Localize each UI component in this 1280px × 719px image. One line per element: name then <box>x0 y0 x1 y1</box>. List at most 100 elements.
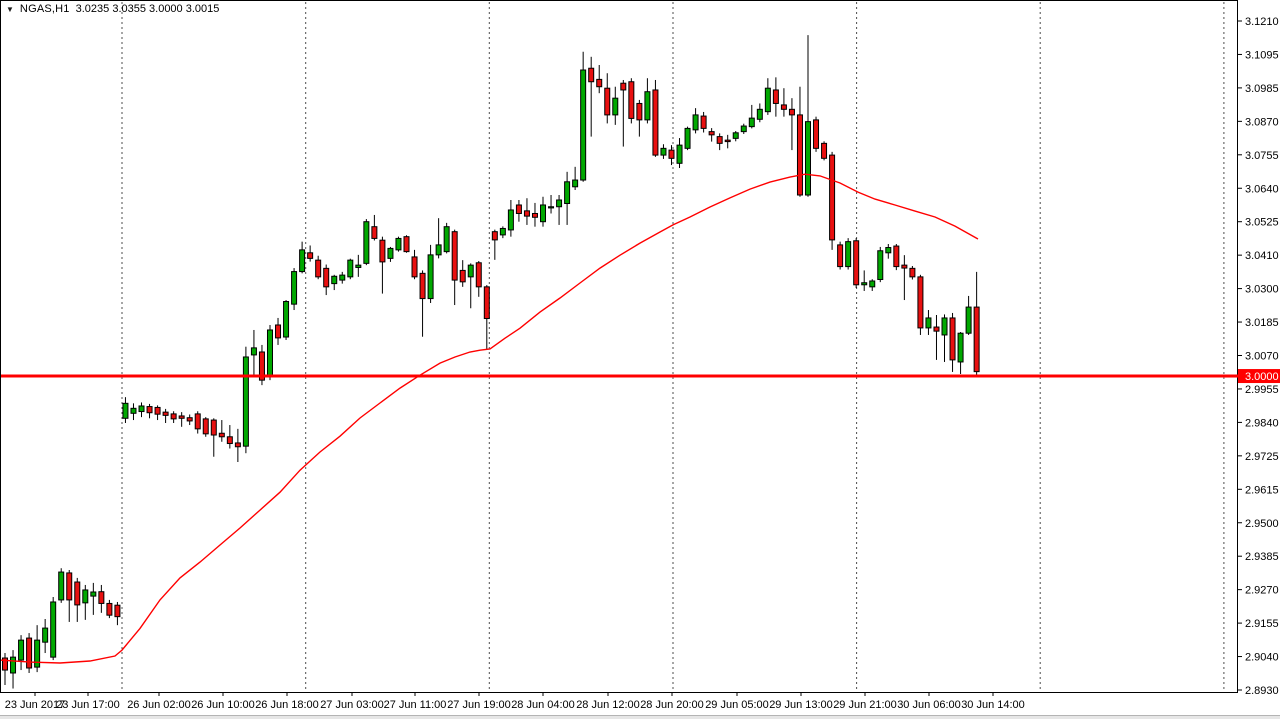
time-axis-label: 26 Jun 10:00 <box>191 699 255 711</box>
time-axis-label: 30 Jun 06:00 <box>897 699 961 711</box>
candle-body <box>18 639 25 661</box>
candle-body <box>419 272 426 300</box>
candle-body <box>339 274 346 281</box>
candle-body <box>331 275 338 285</box>
candle-body <box>234 442 241 448</box>
time-axis-label: 29 Jun 05:00 <box>705 699 769 711</box>
candles-layer <box>2 35 980 689</box>
candle-body <box>291 271 298 305</box>
candle-body <box>780 104 787 110</box>
candle-body <box>580 69 587 181</box>
candle-body <box>467 264 474 278</box>
candle-body <box>917 276 924 329</box>
candle-body <box>26 637 33 669</box>
collapse-triangle-icon[interactable]: ▼ <box>6 4 14 14</box>
candle-body <box>788 108 795 116</box>
candle-body <box>226 436 233 445</box>
candle-body <box>748 117 755 128</box>
candle-body <box>242 356 249 447</box>
candle-body <box>668 149 675 159</box>
candle-body <box>604 87 611 116</box>
candle-body <box>507 209 514 231</box>
candle-body <box>676 144 683 164</box>
time-axis-label: 26 Jun 02:00 <box>127 699 191 711</box>
candle-body <box>178 415 185 419</box>
price-axis-label: 3.0525 <box>1245 217 1279 229</box>
price-axis-label: 2.9615 <box>1245 484 1279 496</box>
candle-body <box>772 89 779 104</box>
candle-body <box>347 259 354 278</box>
time-axis-label: 23 Jun 17:00 <box>56 699 120 711</box>
candle-body <box>451 231 458 281</box>
candle-body <box>756 108 763 120</box>
candle-body <box>170 413 177 420</box>
time-axis-label: 28 Jun 12:00 <box>576 699 640 711</box>
time-axis-label: 27 Jun 11:00 <box>384 699 447 711</box>
candle-body <box>540 204 547 223</box>
candle-body <box>411 256 418 278</box>
candle-body <box>58 571 65 601</box>
price-axis-label: 3.0870 <box>1245 116 1279 128</box>
price-axis-label: 2.9155 <box>1245 618 1279 630</box>
candle-body <box>154 406 161 415</box>
price-axis-label: 2.9955 <box>1245 384 1279 396</box>
candle-body <box>628 81 635 119</box>
price-axis-label: 2.9040 <box>1245 652 1279 664</box>
price-axis-label: 3.1210 <box>1245 16 1279 28</box>
candle-body <box>194 413 201 430</box>
candle-body <box>130 407 137 414</box>
candle-body <box>829 154 836 241</box>
candle-body <box>66 572 73 601</box>
chart-title: ▼ NGAS,H1 3.0235 3.0355 3.0000 3.0015 <box>6 3 219 15</box>
candle-body <box>692 114 699 131</box>
time-axis-label: 28 Jun 04:00 <box>511 699 575 711</box>
price-axis-label: 2.8930 <box>1245 685 1279 697</box>
candle-body <box>491 231 498 241</box>
candle-body <box>805 121 811 196</box>
price-scale[interactable]: 3.1210 3.1095 3.0985 3.0870 3.0755 3.0640 3.05… <box>1237 16 1279 697</box>
candle-body <box>901 264 908 269</box>
price-axis-label: 3.0300 <box>1245 284 1279 296</box>
candle-body <box>250 347 257 356</box>
candle-body <box>90 591 97 597</box>
candle-body <box>443 226 450 253</box>
window-bottom-strip <box>0 715 1280 719</box>
candle-body <box>845 241 852 268</box>
candle-body <box>877 250 884 281</box>
candle-body <box>98 591 105 604</box>
plot-border <box>0 0 1238 693</box>
candle-body <box>973 306 980 373</box>
candle-body <box>122 402 129 419</box>
candle-body <box>363 221 370 264</box>
moving-average-line <box>0 173 979 664</box>
time-axis-label: 27 Jun 19:00 <box>447 699 511 711</box>
candle-body <box>515 204 522 214</box>
candle-body <box>909 267 916 278</box>
candle-body <box>949 317 956 361</box>
time-axis-label: 26 Jun 18:00 <box>255 699 319 711</box>
candle-body <box>82 589 89 604</box>
candle-body <box>893 245 900 268</box>
candle-body <box>764 87 771 113</box>
candle-body <box>387 247 394 259</box>
candle-body <box>10 656 17 674</box>
price-axis-label: 3.0755 <box>1245 150 1279 162</box>
price-axis-label: 3.0985 <box>1245 83 1279 95</box>
candle-body <box>708 131 715 136</box>
candle-body <box>837 244 844 268</box>
candle-body <box>218 432 225 438</box>
price-axis-label: 3.0640 <box>1245 183 1279 195</box>
price-axis-label: 3.0070 <box>1245 351 1279 363</box>
symbol-period-label: NGAS,H1 <box>19 3 70 15</box>
candle-body <box>162 411 169 416</box>
price-badge-value: 3.0000 <box>1245 371 1279 383</box>
candle-body <box>283 301 290 338</box>
price-axis-label: 2.9385 <box>1245 551 1279 563</box>
candle-body <box>475 262 482 288</box>
price-axis-label: 2.9725 <box>1245 451 1279 463</box>
candle-body <box>114 604 121 618</box>
price-axis-label: 2.9270 <box>1245 585 1279 597</box>
time-axis-label: 30 Jun 14:00 <box>961 699 1025 711</box>
